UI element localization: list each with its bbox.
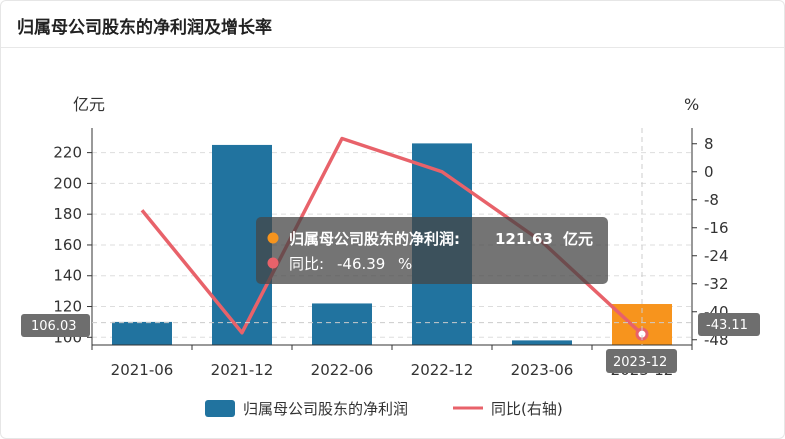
bar bbox=[312, 303, 372, 345]
x-tick-label: 2022-12 bbox=[411, 361, 474, 379]
tooltip-bar-marker bbox=[267, 232, 279, 244]
pointer-category-value: 2023-12 bbox=[613, 355, 667, 370]
right-tick-label: -16 bbox=[704, 219, 729, 237]
bar bbox=[512, 340, 572, 345]
x-tick-label: 2023-06 bbox=[511, 361, 574, 379]
card-header: 归属母公司股东的净利润及增长率 bbox=[1, 1, 784, 48]
right-tick-label: 8 bbox=[704, 135, 714, 153]
left-tick-label: 220 bbox=[53, 144, 82, 162]
legend-line-label[interactable]: 同比(右轴) bbox=[491, 400, 563, 418]
pointer-category-tag: 2023-12 bbox=[606, 349, 677, 373]
right-tick-label: -8 bbox=[704, 191, 719, 209]
pointer-right-value: -43.11 bbox=[706, 318, 748, 333]
tooltip-bg bbox=[256, 217, 608, 284]
legend-bar-swatch bbox=[205, 400, 235, 417]
left-tick-label: 180 bbox=[53, 205, 82, 223]
chart-title: 归属母公司股东的净利润及增长率 bbox=[17, 18, 272, 38]
left-axis-unit: 亿元 bbox=[73, 95, 105, 114]
left-tick-label: 140 bbox=[53, 267, 82, 285]
tooltip: 归属母公司股东的净利润: 121.63 亿元 同比: -46.39 % bbox=[256, 217, 608, 284]
x-tick-label: 2021-06 bbox=[111, 361, 174, 379]
legend-bar-label[interactable]: 归属母公司股东的净利润 bbox=[243, 400, 408, 418]
right-tick-label: 0 bbox=[704, 163, 714, 181]
left-tick-label: 200 bbox=[53, 174, 82, 192]
tooltip-series1-unit: 亿元 bbox=[563, 230, 593, 248]
tooltip-series2-label: 同比: bbox=[289, 255, 324, 273]
axis-pointer bbox=[92, 128, 692, 345]
right-tick-label: -32 bbox=[704, 275, 729, 293]
tooltip-series1-value: 121.63 bbox=[495, 230, 553, 248]
pointer-right-tag: -43.11 bbox=[698, 313, 760, 336]
right-axis-unit: % bbox=[684, 95, 699, 114]
tooltip-line-marker bbox=[267, 257, 279, 269]
left-tick-label: 120 bbox=[53, 298, 82, 316]
legend: 归属母公司股东的净利润 同比(右轴) bbox=[205, 400, 563, 418]
bar bbox=[112, 321, 172, 345]
tooltip-series1-label: 归属母公司股东的净利润: bbox=[289, 230, 460, 248]
left-tick-label: 160 bbox=[53, 236, 82, 254]
pointer-left-value: 106.03 bbox=[31, 319, 77, 334]
x-tick-label: 2022-06 bbox=[311, 361, 374, 379]
tooltip-series2-unit: % bbox=[398, 255, 412, 273]
tooltip-series2-value: -46.39 bbox=[337, 255, 385, 273]
right-tick-label: -24 bbox=[704, 247, 729, 265]
pointer-left-tag: 106.03 bbox=[21, 314, 90, 337]
x-tick-label: 2021-12 bbox=[211, 361, 274, 379]
